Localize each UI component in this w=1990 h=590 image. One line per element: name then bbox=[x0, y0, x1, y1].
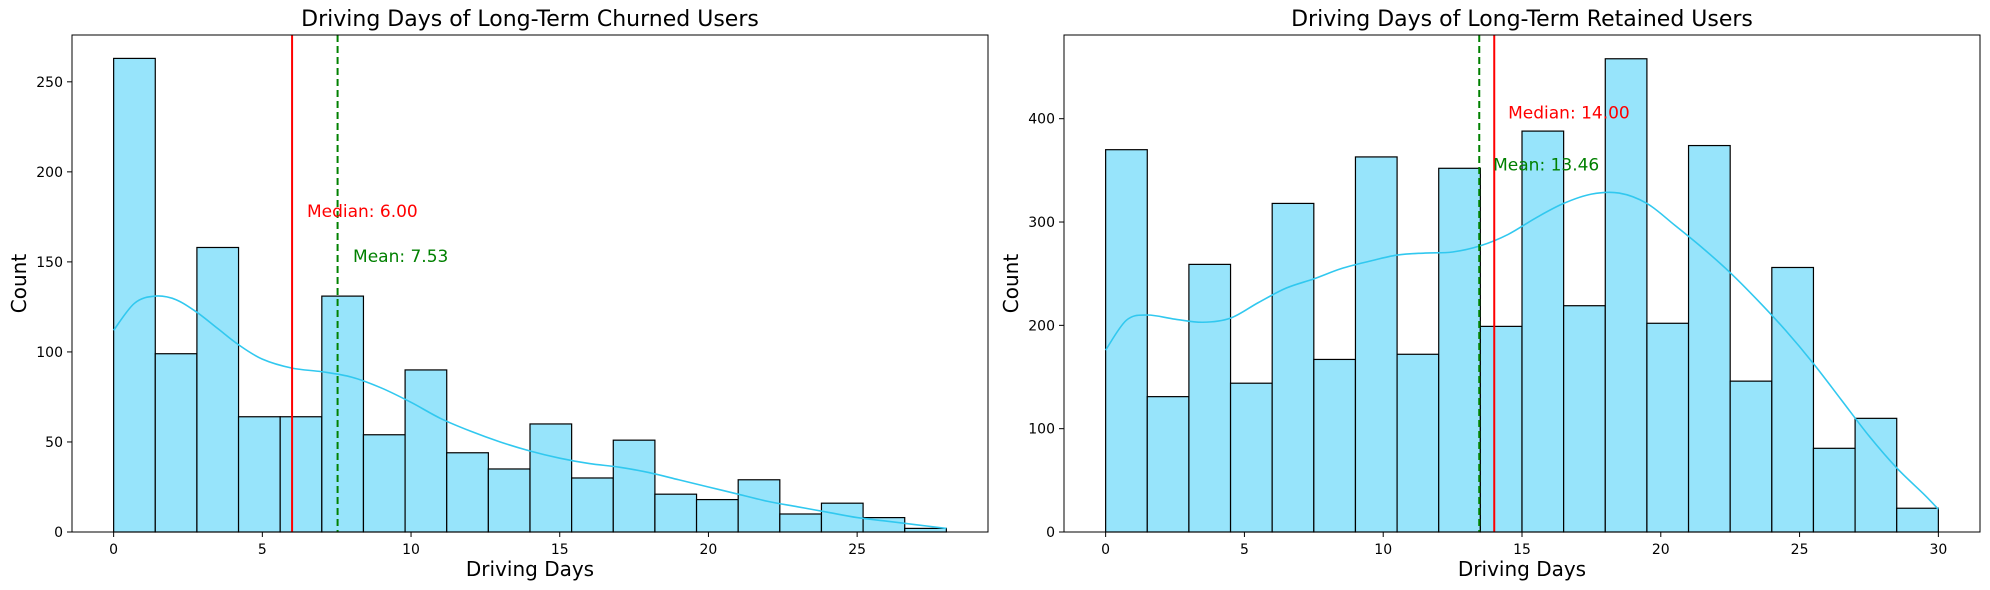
x-tick-label: 15 bbox=[1513, 542, 1531, 558]
histogram-bar bbox=[1854, 417, 1898, 533]
histogram-bars bbox=[1105, 58, 1939, 533]
median-label: Median: 6.00 bbox=[307, 202, 418, 222]
plot-frame bbox=[71, 34, 989, 533]
histogram-bar bbox=[237, 416, 281, 533]
histogram-bar bbox=[1812, 447, 1856, 533]
y-tick-label: 0 bbox=[54, 525, 63, 541]
x-axis-label: Driving Days bbox=[1458, 557, 1586, 581]
histogram-bar bbox=[1771, 266, 1815, 533]
histogram-bar bbox=[196, 246, 240, 533]
x-tick-label: 25 bbox=[1791, 542, 1809, 558]
histogram-bar bbox=[1188, 263, 1232, 533]
chart-title: Driving Days of Long-Term Churned Users bbox=[301, 7, 759, 32]
y-tick-label: 200 bbox=[36, 165, 63, 181]
histogram-bar bbox=[654, 493, 698, 533]
x-tick-label: 0 bbox=[109, 542, 118, 558]
x-tick-label: 20 bbox=[1652, 542, 1670, 558]
histogram-bar bbox=[1438, 167, 1481, 533]
mean-label: Mean: 13.46 bbox=[1493, 155, 1599, 175]
histogram-bar bbox=[1313, 358, 1357, 533]
histogram-bar bbox=[695, 498, 739, 533]
histogram-bar bbox=[1396, 353, 1440, 533]
histogram-bar bbox=[154, 353, 198, 533]
histogram-bar bbox=[404, 369, 448, 533]
histogram-bar bbox=[113, 57, 156, 533]
histogram-bar bbox=[1563, 305, 1606, 533]
x-tick-label: 15 bbox=[551, 542, 569, 558]
y-tick-label: 100 bbox=[36, 345, 63, 361]
y-axis-label: Count bbox=[999, 254, 1023, 314]
y-tick-label: 200 bbox=[1028, 318, 1055, 334]
histogram-bar bbox=[362, 434, 406, 533]
histogram-bar bbox=[1146, 396, 1190, 533]
histogram-bar bbox=[446, 452, 489, 533]
histogram-bar bbox=[1271, 202, 1315, 533]
x-tick-label: 0 bbox=[1101, 542, 1110, 558]
histogram-bar bbox=[904, 527, 947, 533]
y-tick-label: 0 bbox=[1046, 525, 1055, 541]
x-tick-label: 20 bbox=[700, 542, 718, 558]
kde-curve bbox=[112, 295, 947, 530]
histogram-bar bbox=[1604, 58, 1648, 533]
histogram-bar bbox=[279, 416, 323, 533]
histogram-bar bbox=[1229, 382, 1273, 533]
y-tick-label: 400 bbox=[1028, 112, 1055, 128]
x-tick-label: 5 bbox=[1240, 542, 1249, 558]
x-tick-label: 5 bbox=[258, 542, 267, 558]
x-tick-label: 10 bbox=[1374, 542, 1392, 558]
histogram-bar bbox=[737, 479, 781, 533]
histogram-bar bbox=[1521, 130, 1565, 533]
histogram-bar bbox=[529, 423, 573, 533]
median-label: Median: 14.00 bbox=[1508, 104, 1630, 124]
x-tick-label: 30 bbox=[1929, 542, 1947, 558]
x-axis-label: Driving Days bbox=[466, 557, 594, 581]
y-tick-label: 300 bbox=[1028, 215, 1055, 231]
histogram-bar bbox=[612, 439, 656, 533]
histogram-bar bbox=[1729, 380, 1773, 533]
histogram-bar bbox=[1687, 144, 1731, 533]
kde-curve bbox=[1104, 191, 1939, 510]
histogram-bar bbox=[571, 477, 614, 533]
mean-label: Mean: 7.53 bbox=[353, 247, 448, 267]
y-tick-label: 250 bbox=[36, 75, 63, 91]
x-tick-label: 25 bbox=[848, 542, 866, 558]
histogram-bar bbox=[487, 468, 531, 533]
histogram-bar bbox=[321, 295, 365, 533]
y-axis-label: Count bbox=[7, 254, 31, 314]
histogram-bar bbox=[1354, 156, 1398, 533]
y-tick-label: 100 bbox=[1028, 422, 1055, 438]
histogram-bar bbox=[1896, 507, 1939, 533]
histogram-bar bbox=[1479, 325, 1523, 533]
y-tick-label: 150 bbox=[36, 255, 63, 271]
histogram-bar bbox=[1646, 322, 1690, 533]
histogram-bar bbox=[1105, 149, 1148, 533]
histogram-bars bbox=[113, 57, 947, 533]
chart-title: Driving Days of Long-Term Retained Users bbox=[1291, 7, 1753, 32]
y-tick-label: 50 bbox=[45, 435, 63, 451]
x-tick-label: 10 bbox=[402, 542, 420, 558]
histogram-bar bbox=[779, 513, 823, 533]
